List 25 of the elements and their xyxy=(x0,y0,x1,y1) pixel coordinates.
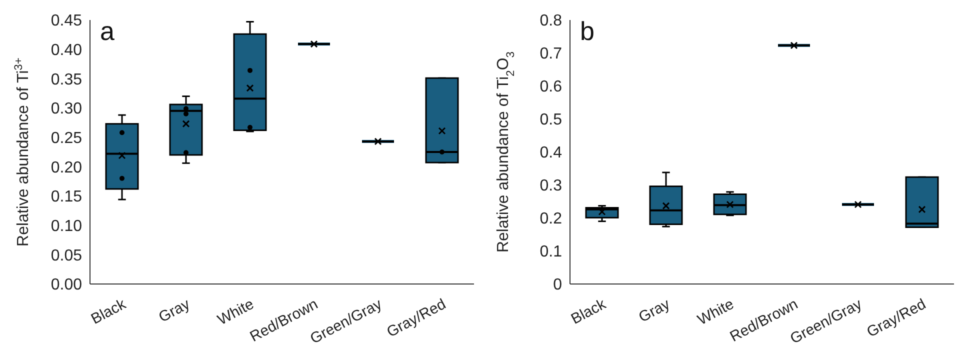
y-tick-label: 0.25 xyxy=(50,130,82,148)
y-tick-label: 0.10 xyxy=(50,218,82,236)
chart-title: b xyxy=(580,16,594,47)
y-tick-label: 0.30 xyxy=(50,100,82,118)
y-tick-label: 0.3 xyxy=(540,178,562,195)
y-tick-label: 0.4 xyxy=(540,144,562,162)
y-tick-label: 0.6 xyxy=(540,78,562,96)
y-tick-label: 0.45 xyxy=(50,12,82,30)
chart-title: a xyxy=(100,16,114,47)
y-tick-label: 0.1 xyxy=(540,244,562,261)
y-tick-label: 0.5 xyxy=(540,112,562,129)
y-tick-label: 0.8 xyxy=(540,12,562,30)
x-tick-label: Black xyxy=(88,295,130,328)
y-tick-label: 0.15 xyxy=(50,188,82,206)
x-tick-label: Black xyxy=(568,295,610,328)
x-tick-label: Gray xyxy=(156,295,194,326)
y-tick-label: 0.20 xyxy=(50,159,82,176)
y-tick-label: 0 xyxy=(553,276,562,294)
y-tick-label: 0.35 xyxy=(50,71,82,88)
x-tick-label: Gray xyxy=(636,295,674,326)
y-tick-label: 0.40 xyxy=(50,42,82,60)
y-tick-label: 0.05 xyxy=(50,247,82,264)
y-tick-label: 0.00 xyxy=(50,276,82,294)
y-tick-label: 0.2 xyxy=(540,210,562,228)
y-tick-label: 0.7 xyxy=(540,46,562,63)
